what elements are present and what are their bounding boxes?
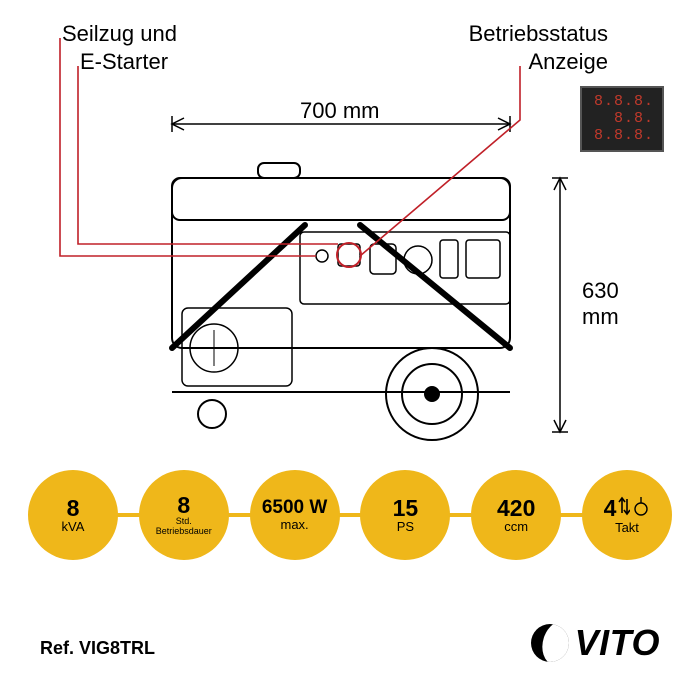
spec-connector (116, 513, 141, 517)
callout-status-l1: Betriebsstatus (469, 20, 608, 48)
spec-unit: PS (397, 520, 414, 534)
status-display: 8.8.8. 8.8. 8.8.8. (580, 86, 664, 152)
spec-connector (448, 513, 473, 517)
spec-value: 420 (497, 496, 535, 520)
spec-connector (559, 513, 584, 517)
spec-value: 6500 W (262, 498, 327, 518)
spec-unit: Std.Betriebsdauer (156, 517, 212, 537)
spec-connector (227, 513, 252, 517)
spec-value: 8 (67, 496, 80, 520)
spec-unit: kVA (62, 520, 85, 534)
ref-code: VIG8TRL (79, 638, 155, 658)
stroke-arrows-icon (618, 495, 630, 521)
spec-badge-0: 8kVA (28, 470, 118, 560)
spec-value: 15 (393, 496, 419, 520)
spec-connector (338, 513, 363, 517)
brand-logo: VITO (531, 622, 660, 664)
dim-height-l1: 630 (582, 278, 619, 304)
callout-starter-l1: Seilzug und (62, 20, 177, 48)
dim-width-label: 700 mm (300, 98, 379, 124)
spec-unit: ccm (504, 520, 528, 534)
spec-badge-5: 4Takt (582, 470, 672, 560)
spec-badge-2: 6500 Wmax. (250, 470, 340, 560)
brand-wolf-icon (531, 624, 569, 662)
callout-starter: Seilzug und E-Starter (62, 20, 177, 75)
dim-height-label: 630 mm (582, 278, 619, 331)
callout-starter-l2: E-Starter (80, 48, 177, 76)
display-row-1: 8.8. (614, 111, 654, 126)
spec-unit: Takt (615, 521, 639, 535)
callout-status-l2: Anzeige (469, 48, 608, 76)
spec-badge-4: 420ccm (471, 470, 561, 560)
callout-status: Betriebsstatus Anzeige (469, 20, 608, 75)
spec-value: 8 (177, 493, 190, 517)
spec-unit: max. (281, 518, 309, 532)
display-row-2: 8.8.8. (594, 128, 654, 143)
reference: Ref. VIG8TRL (40, 638, 155, 659)
dim-height-l2: mm (582, 304, 619, 330)
spec-value: 4 (604, 495, 651, 521)
display-row-0: 8.8.8. (594, 94, 654, 109)
spec-row: 8kVA8Std.Betriebsdauer6500 Wmax.15PS420c… (0, 470, 700, 560)
brand-text: VITO (575, 622, 660, 664)
spec-badge-3: 15PS (360, 470, 450, 560)
piston-icon (632, 495, 650, 521)
ref-prefix: Ref. (40, 638, 79, 658)
spec-badge-1: 8Std.Betriebsdauer (139, 470, 229, 560)
